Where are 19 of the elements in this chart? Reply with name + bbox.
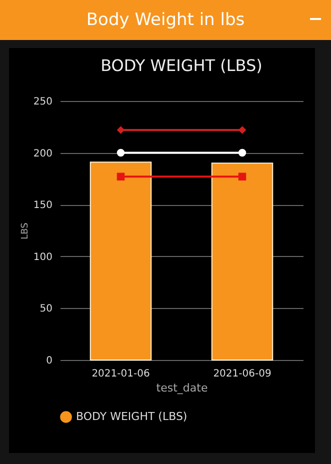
point xyxy=(238,148,246,157)
y-tick-label: 100 xyxy=(33,252,52,263)
x-axis-title: test_date xyxy=(156,382,208,394)
y-tick-label: 50 xyxy=(40,304,52,315)
y-tick-label: 150 xyxy=(33,200,52,212)
y-axis-title: LBS xyxy=(20,222,30,240)
x-tick-label: 2021-01-06 xyxy=(92,368,150,380)
legend-label: BODY WEIGHT (LBS) xyxy=(76,410,188,423)
x-tick-label: 2021-06-09 xyxy=(213,368,272,380)
y-tick-label: 250 xyxy=(33,96,52,108)
point xyxy=(116,148,125,157)
y-tick-label: 200 xyxy=(33,148,52,160)
chart-subtitle: BODY WEIGHT (LBS) xyxy=(100,56,262,75)
y-tick-label: 0 xyxy=(46,356,52,366)
point xyxy=(116,172,125,180)
chart-title: Body Weight in lbs xyxy=(86,10,245,30)
point xyxy=(238,172,246,180)
point xyxy=(116,126,125,134)
point xyxy=(238,126,246,134)
